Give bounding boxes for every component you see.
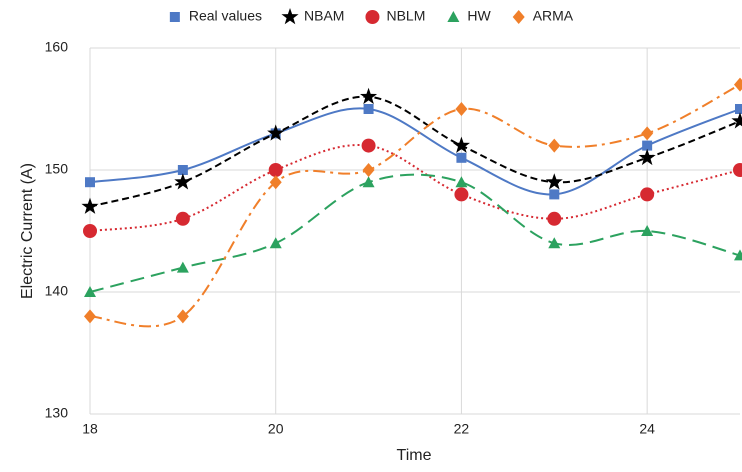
marker [735, 104, 742, 114]
legend-label: HW [467, 8, 491, 24]
marker [734, 249, 742, 261]
marker [641, 225, 654, 236]
y-tick-label: 160 [45, 39, 69, 55]
marker [81, 197, 99, 214]
marker [85, 177, 95, 188]
marker [549, 189, 560, 200]
x-tick-label: 24 [639, 421, 655, 437]
x-tick-label: 18 [82, 421, 98, 437]
marker [452, 136, 470, 153]
y-tick-label: 150 [45, 161, 69, 177]
legend: Real values NBAM NBLM HW ARMA [169, 8, 574, 25]
marker [456, 152, 467, 163]
marker [447, 11, 460, 22]
marker [176, 309, 189, 324]
legend-label: NBAM [304, 8, 344, 24]
marker [547, 211, 562, 226]
legend-label: ARMA [533, 8, 574, 24]
marker [365, 10, 380, 24]
x-axis-label: Time [397, 447, 432, 464]
x-tick-label: 22 [454, 421, 470, 437]
marker [84, 309, 96, 324]
marker [545, 173, 563, 190]
marker [269, 175, 282, 190]
marker [454, 187, 469, 202]
series-line [89, 143, 741, 232]
marker [176, 261, 189, 273]
marker [177, 165, 188, 175]
marker [83, 224, 97, 238]
legend-label: NBLM [386, 8, 425, 24]
marker [640, 187, 655, 202]
marker [642, 140, 653, 151]
marker [269, 237, 282, 249]
legend-label: Real values [189, 8, 262, 24]
marker [362, 176, 375, 188]
marker [548, 138, 561, 153]
y-tick-label: 130 [45, 405, 69, 421]
marker [362, 163, 375, 177]
marker [84, 286, 96, 297]
marker [641, 126, 654, 141]
marker [268, 163, 283, 177]
x-tick-label: 20 [268, 421, 284, 437]
marker [281, 8, 299, 25]
marker [169, 12, 180, 22]
marker [733, 163, 742, 177]
y-axis-label: Electric Current (A) [19, 163, 36, 299]
marker [455, 176, 468, 188]
marker [731, 112, 742, 129]
marker [267, 124, 285, 141]
marker [363, 104, 374, 114]
marker [638, 148, 656, 166]
series-line [89, 95, 741, 208]
marker [548, 237, 561, 249]
marker [512, 10, 525, 24]
marker [361, 138, 376, 153]
marker [175, 211, 190, 226]
series-line [89, 173, 741, 293]
marker [174, 173, 192, 190]
marker [455, 102, 468, 116]
series-line [89, 83, 741, 328]
marker [734, 77, 742, 92]
marker [360, 87, 378, 105]
y-tick-label: 140 [45, 283, 69, 299]
